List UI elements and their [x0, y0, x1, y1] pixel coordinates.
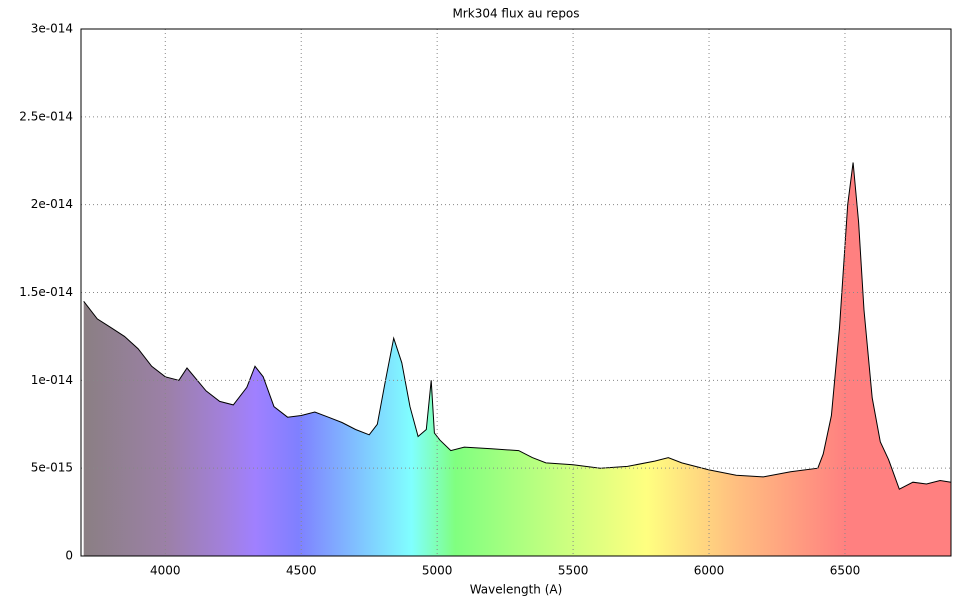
- y-tick-label: 1e-014: [31, 373, 73, 387]
- y-tick-label: 2.5e-014: [19, 109, 73, 123]
- x-tick-label: 5500: [558, 564, 589, 578]
- area: [83, 162, 951, 556]
- line: [83, 162, 952, 490]
- y-tick-label: 1.5e-014: [19, 285, 73, 299]
- y-tick-label: 2e-014: [31, 197, 73, 211]
- x-axis-label: Wavelength (A): [470, 583, 563, 597]
- y-tick-label: 3e-014: [31, 22, 73, 36]
- x-tick-label: 4000: [150, 564, 181, 578]
- x-tick-label: 6500: [830, 564, 861, 578]
- x-tick-label: 5000: [422, 564, 453, 578]
- x-tick-label: 4500: [286, 564, 317, 578]
- x-tick-label: 6000: [694, 564, 725, 578]
- chart-title: Mrk304 flux au repos: [452, 7, 579, 21]
- y-tick-label: 5e-015: [31, 461, 73, 475]
- plot-frame: [80, 28, 952, 557]
- y-tick-label: 0: [65, 549, 73, 563]
